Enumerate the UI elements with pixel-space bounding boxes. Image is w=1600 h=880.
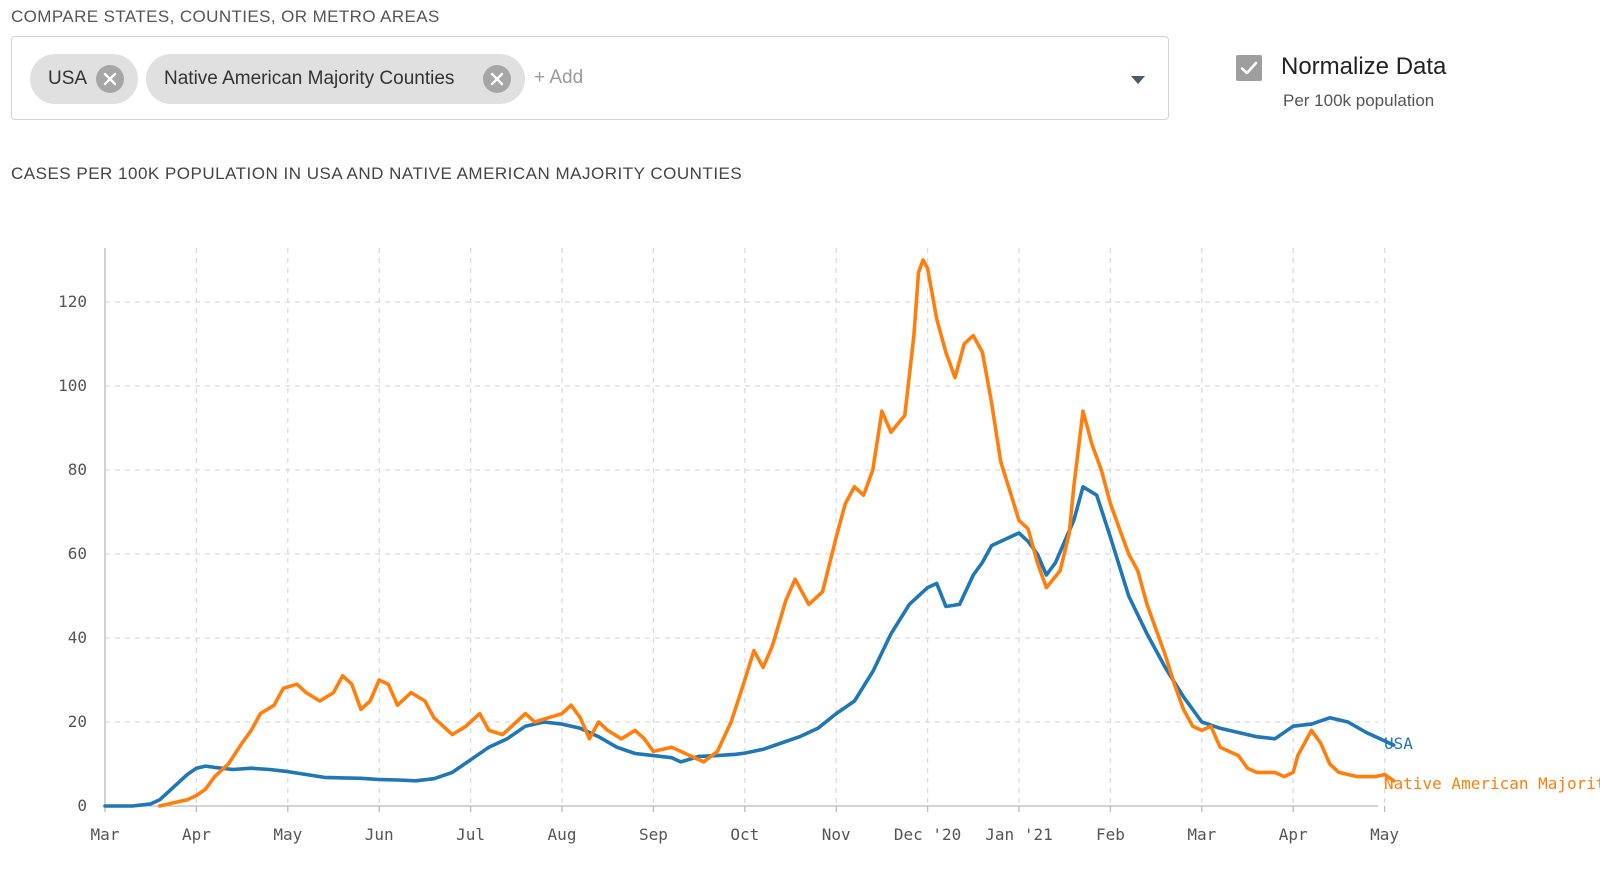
- location-select[interactable]: USA Native American Majority Counties + …: [11, 36, 1169, 120]
- chevron-down-icon[interactable]: [1130, 75, 1146, 85]
- y-tick-label: 20: [68, 712, 87, 731]
- series-line-usa: [103, 485, 1396, 808]
- chip-native-american-counties: Native American Majority Counties: [146, 54, 525, 104]
- checkmark-icon: [1240, 61, 1258, 75]
- x-tick-label: May: [273, 825, 302, 844]
- x-tick-label: Oct: [730, 825, 759, 844]
- y-tick-label: 40: [68, 628, 87, 647]
- x-tick-label: Dec '20: [894, 825, 961, 844]
- y-tick-label: 120: [58, 292, 87, 311]
- series-label-usa: USA: [1384, 734, 1413, 753]
- chart-title: CASES PER 100K POPULATION IN USA AND NAT…: [11, 164, 743, 183]
- x-tick-label: Apr: [182, 825, 211, 844]
- chip-usa: USA: [30, 54, 138, 104]
- chip-label: USA: [48, 68, 88, 89]
- compare-label: COMPARE STATES, COUNTIES, OR METRO AREAS: [11, 7, 440, 26]
- x-tick-label: Jan '21: [985, 825, 1052, 844]
- x-tick-label: Apr: [1279, 825, 1308, 844]
- add-location-input[interactable]: + Add: [534, 67, 584, 88]
- x-tick-label: Jun: [365, 825, 394, 844]
- x-tick-label: Sep: [639, 825, 668, 844]
- remove-usa-button[interactable]: [96, 65, 124, 93]
- chip-label: Native American Majority Counties: [164, 68, 455, 89]
- x-tick-label: Mar: [91, 825, 120, 844]
- x-tick-label: Aug: [548, 825, 577, 844]
- y-tick-label: 100: [58, 376, 87, 395]
- x-tick-label: Nov: [822, 825, 851, 844]
- remove-native-american-counties-button[interactable]: [483, 65, 511, 93]
- close-icon: [103, 72, 117, 86]
- y-tick-label: 80: [68, 460, 87, 479]
- x-tick-label: Mar: [1187, 825, 1216, 844]
- x-tick-label: Jul: [456, 825, 485, 844]
- normalize-checkbox[interactable]: [1236, 55, 1262, 81]
- normalize-sublabel: Per 100k population: [1283, 91, 1435, 110]
- normalize-label: Normalize Data: [1281, 53, 1447, 80]
- series-label-native-american-majority-counties: Native American Majority Counties: [1384, 774, 1600, 793]
- y-tick-label: 0: [77, 796, 87, 815]
- series-line-native-american-majority-counties: [158, 258, 1396, 808]
- close-icon: [490, 72, 504, 86]
- y-tick-label: 60: [68, 544, 87, 563]
- x-tick-label: Feb: [1096, 825, 1125, 844]
- x-tick-label: May: [1370, 825, 1399, 844]
